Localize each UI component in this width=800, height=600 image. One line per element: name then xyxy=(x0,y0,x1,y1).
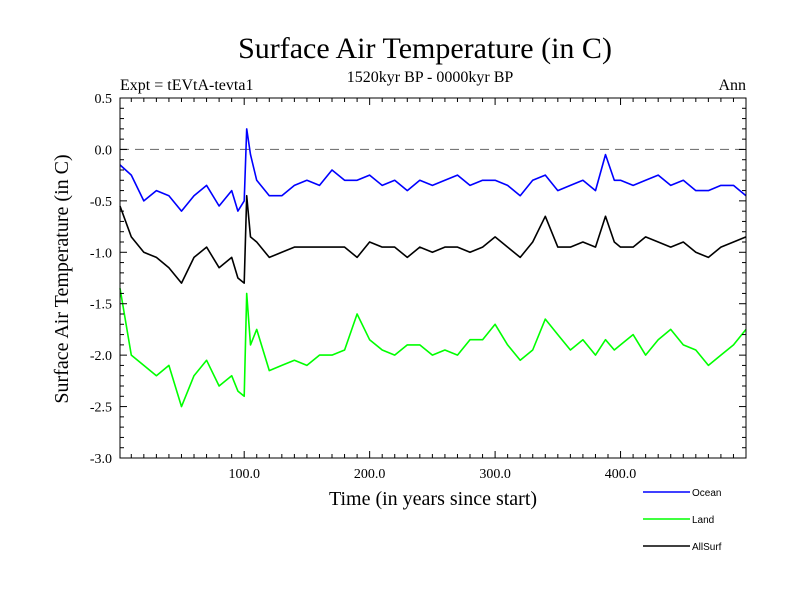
plot-area: -3.0 -2.5 -2.0 -1.5 -1.0 -0.5 0.0 0.5 100.0 200.0… xyxy=(90,92,747,482)
series-line-land xyxy=(119,288,747,408)
legend: Ocean Land AllSurf xyxy=(643,488,722,553)
legend-label-allsurf: AllSurf xyxy=(692,542,722,553)
x-tick-label: 300.0 xyxy=(479,467,511,482)
plot-frame xyxy=(119,97,747,459)
x-tick-label: 100.0 xyxy=(228,467,260,482)
y-tick-label: -1.0 xyxy=(90,246,112,261)
y-axis-label: Surface Air Temperature (in C) xyxy=(51,154,73,403)
legend-label-ocean: Ocean xyxy=(692,488,721,499)
chart-subtitle: 1520kyr BP - 0000kyr BP xyxy=(347,69,514,86)
y-tick-label: -3.0 xyxy=(90,452,112,467)
y-tick-label: -2.0 xyxy=(90,349,112,364)
x-tick-label: 400.0 xyxy=(605,467,637,482)
series-line-allsurf xyxy=(119,194,747,284)
x-tick-label: 200.0 xyxy=(354,467,386,482)
legend-label-land: Land xyxy=(692,515,714,526)
experiment-label: Expt = tEVtA-tevta1 xyxy=(120,77,253,94)
x-axis-label: Time (in years since start) xyxy=(329,488,537,510)
y-tick-label: -0.5 xyxy=(90,195,112,210)
y-tick-label: 0.0 xyxy=(95,143,113,158)
y-tick-label: 0.5 xyxy=(95,92,113,107)
series-line-ocean xyxy=(119,128,747,212)
chart-title: Surface Air Temperature (in C) xyxy=(238,32,612,65)
period-label: Ann xyxy=(718,77,746,94)
y-tick-label: -1.5 xyxy=(90,298,112,313)
y-tick-label: -2.5 xyxy=(90,401,112,416)
